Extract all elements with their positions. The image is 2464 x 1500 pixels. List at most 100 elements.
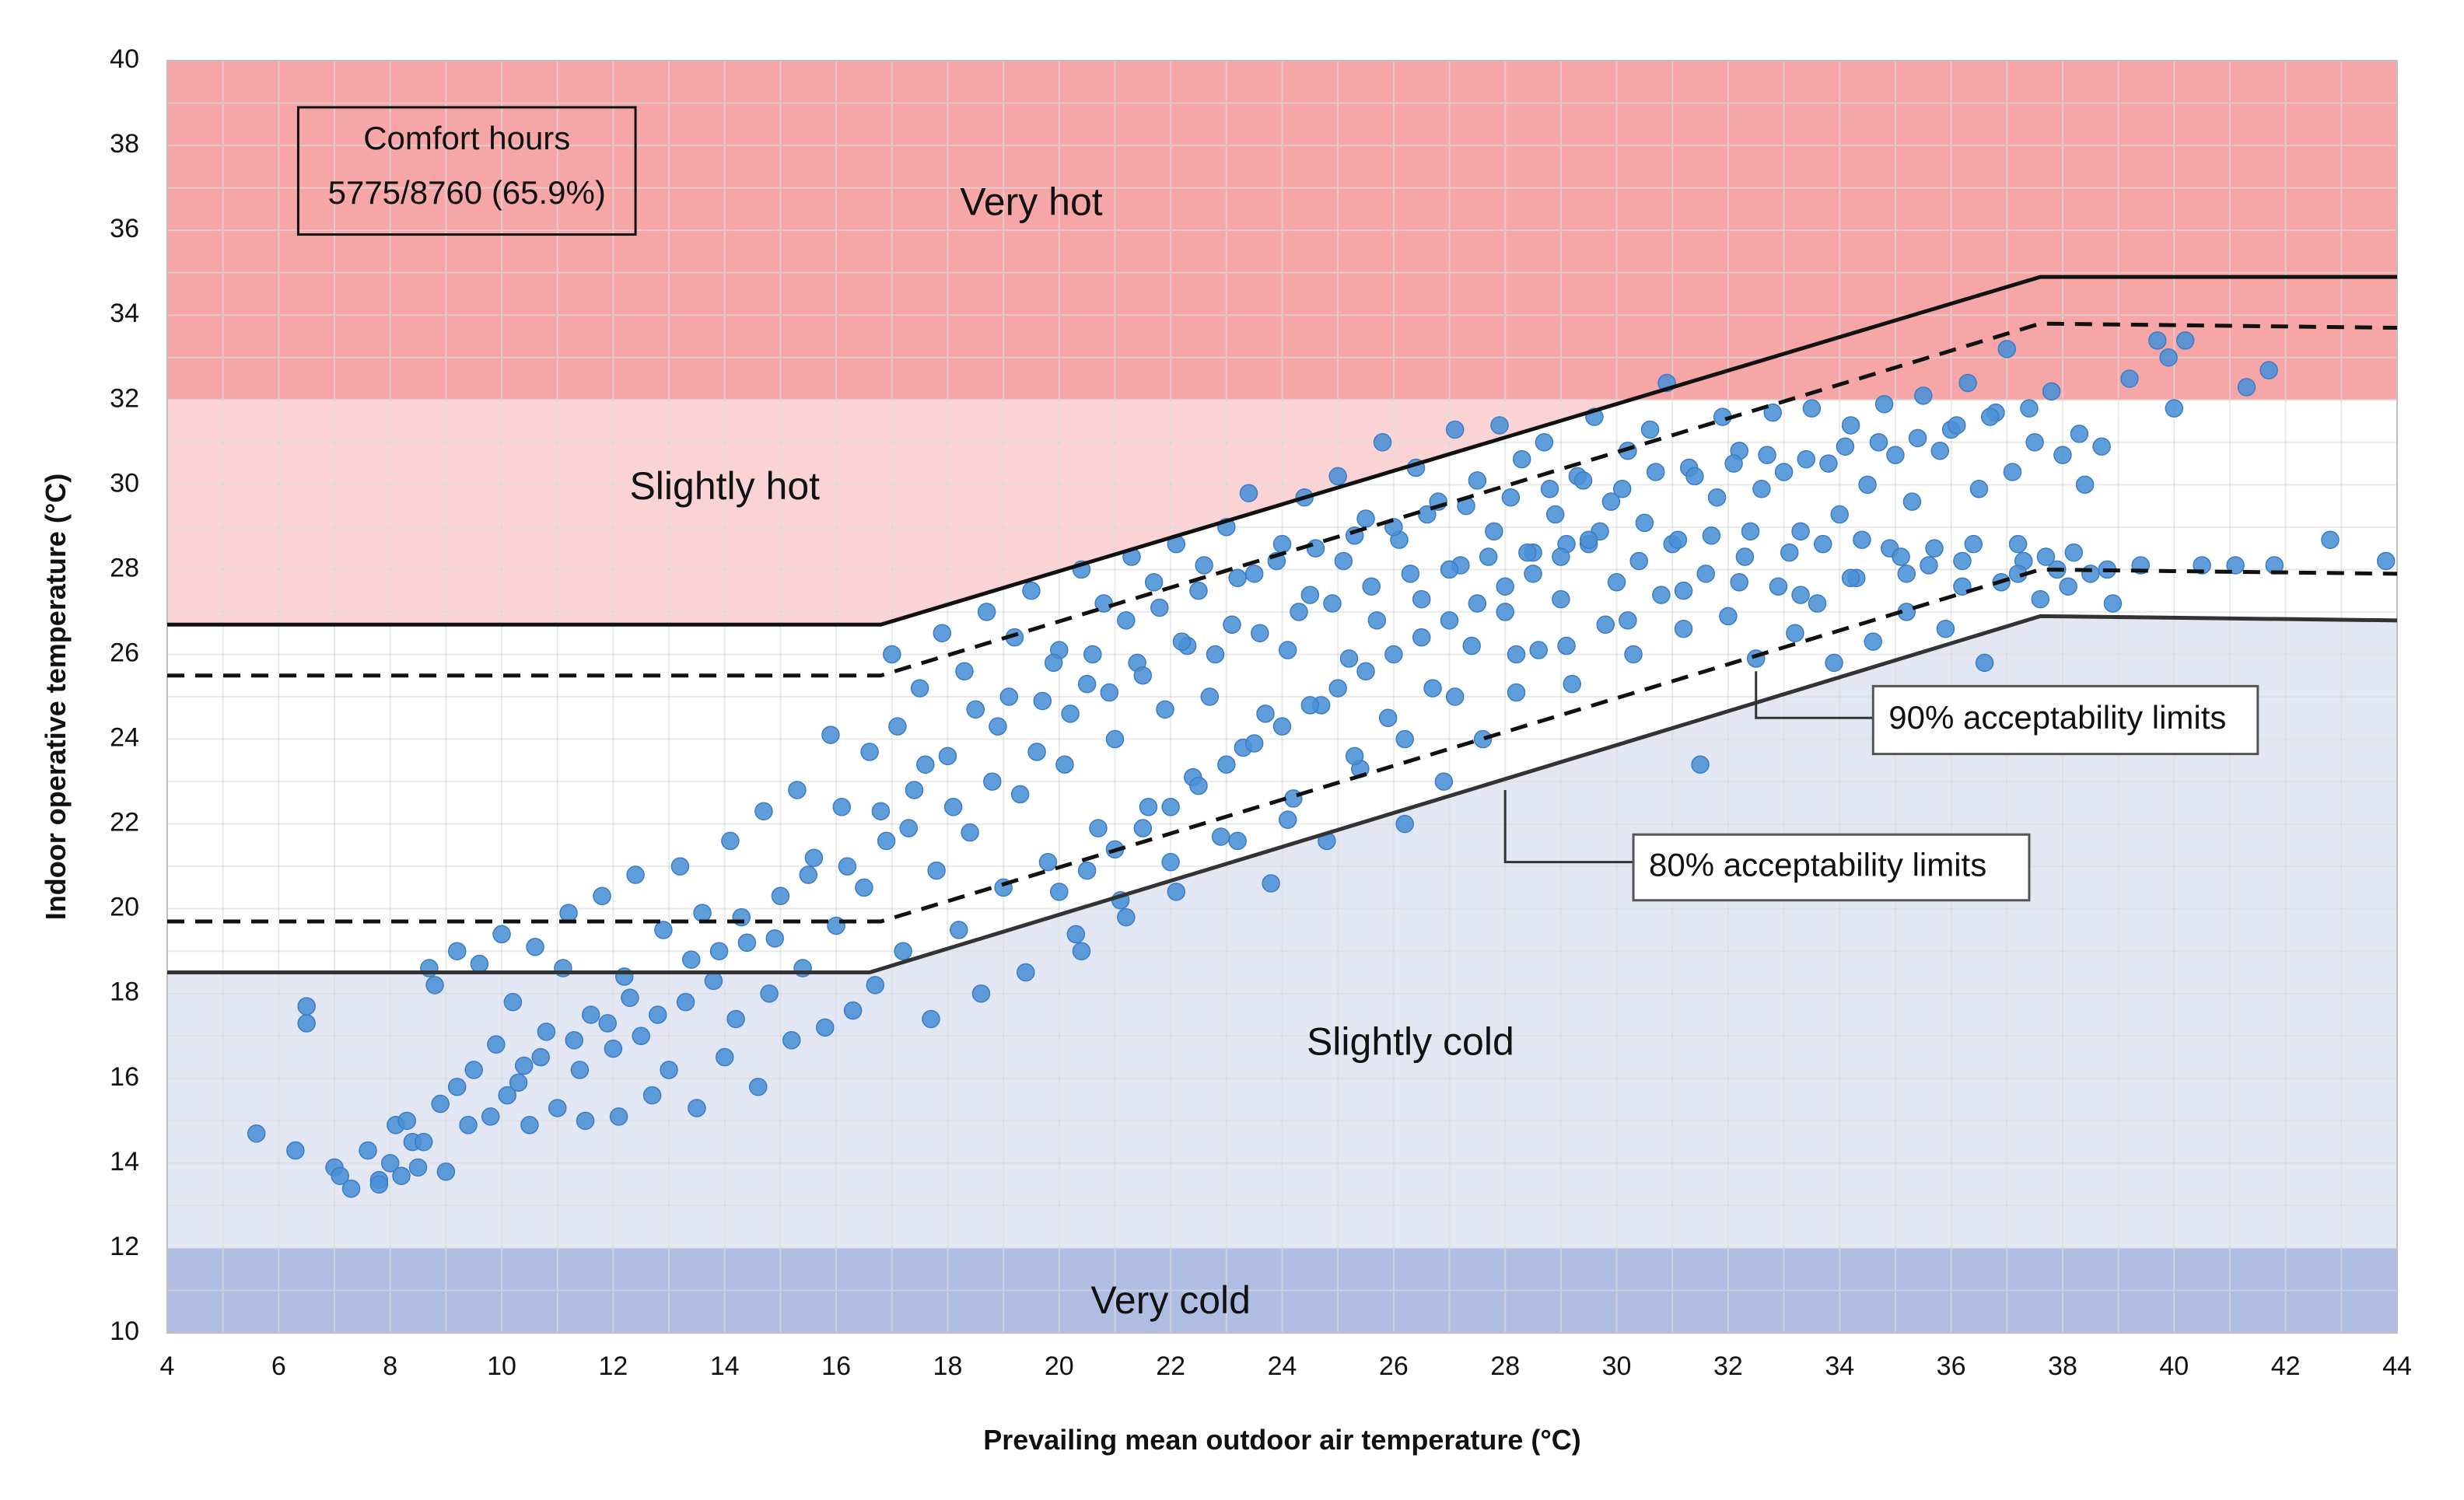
data-point bbox=[1033, 691, 1052, 711]
data-point bbox=[2226, 556, 2245, 575]
data-point bbox=[520, 1116, 539, 1135]
data-point bbox=[1278, 810, 1297, 829]
data-point bbox=[2064, 543, 2084, 562]
data-point bbox=[1886, 446, 1905, 464]
data-point bbox=[1780, 543, 1799, 562]
data-point bbox=[2237, 378, 2256, 397]
data-point bbox=[1256, 705, 1275, 723]
data-point bbox=[1100, 683, 1119, 702]
data-point bbox=[1133, 819, 1153, 837]
x-tick-label: 42 bbox=[2271, 1351, 2301, 1381]
data-point bbox=[883, 645, 901, 664]
data-point bbox=[1646, 463, 1665, 481]
data-point bbox=[1195, 556, 1213, 575]
data-point bbox=[1668, 530, 1688, 549]
data-point bbox=[888, 717, 907, 736]
data-point bbox=[916, 755, 935, 774]
data-point bbox=[2070, 425, 2089, 443]
data-point bbox=[1791, 522, 1810, 541]
data-point bbox=[414, 1132, 433, 1152]
data-point bbox=[2053, 446, 2072, 464]
data-point bbox=[1144, 573, 1164, 592]
data-point bbox=[1535, 433, 1554, 452]
data-point bbox=[1038, 852, 1058, 872]
data-point bbox=[359, 1141, 377, 1160]
data-point bbox=[2036, 547, 2056, 566]
data-point bbox=[1496, 577, 1514, 596]
data-point bbox=[1563, 674, 1581, 694]
data-point bbox=[1540, 480, 1559, 498]
data-points bbox=[247, 331, 2396, 1198]
data-point bbox=[1077, 674, 1097, 694]
x-tick-label: 10 bbox=[487, 1351, 516, 1381]
data-point bbox=[721, 831, 740, 851]
data-point bbox=[1869, 433, 1888, 452]
data-point bbox=[1819, 454, 1838, 473]
x-tick-label: 8 bbox=[383, 1351, 397, 1381]
data-point bbox=[514, 1056, 534, 1075]
data-point bbox=[1858, 475, 1877, 495]
data-point bbox=[2025, 433, 2044, 452]
data-point bbox=[1763, 403, 1782, 422]
data-point bbox=[1640, 420, 1660, 439]
data-point bbox=[1802, 399, 1822, 418]
data-point bbox=[704, 971, 723, 991]
x-tick-label: 30 bbox=[1602, 1351, 1632, 1381]
y-tick-label: 28 bbox=[110, 553, 139, 582]
data-point bbox=[1462, 636, 1481, 656]
data-point bbox=[1161, 798, 1180, 816]
data-point bbox=[1251, 624, 1269, 642]
data-point bbox=[681, 950, 701, 969]
data-point bbox=[877, 831, 896, 851]
data-point bbox=[1507, 683, 1526, 702]
y-tick-label: 22 bbox=[110, 808, 139, 837]
data-point bbox=[1864, 632, 1883, 651]
data-point bbox=[1685, 467, 1704, 486]
data-point bbox=[1089, 819, 1108, 837]
data-point bbox=[1719, 607, 1738, 626]
data-point bbox=[464, 1061, 483, 1079]
data-point bbox=[2031, 589, 2050, 609]
data-point bbox=[1306, 539, 1325, 558]
data-point bbox=[1696, 565, 1715, 583]
data-point bbox=[1964, 534, 1983, 554]
data-point bbox=[2165, 399, 2184, 418]
data-point bbox=[1300, 696, 1320, 715]
data-point bbox=[286, 1141, 305, 1160]
data-point bbox=[1529, 641, 1548, 659]
data-point bbox=[621, 988, 639, 1007]
plot-border bbox=[166, 60, 2398, 1334]
data-point bbox=[1813, 534, 1832, 554]
y-tick-label: 30 bbox=[110, 468, 139, 498]
data-point bbox=[754, 802, 773, 820]
data-point bbox=[1552, 547, 1570, 566]
data-point bbox=[1948, 416, 1966, 435]
data-point bbox=[2148, 331, 2167, 350]
data-point bbox=[816, 1018, 835, 1037]
x-tick-label: 12 bbox=[598, 1351, 628, 1381]
data-point bbox=[799, 865, 818, 884]
x-tick-label: 4 bbox=[160, 1351, 175, 1381]
data-point bbox=[933, 624, 952, 642]
data-point bbox=[1735, 547, 1755, 566]
data-point bbox=[1702, 526, 1721, 545]
data-point bbox=[1473, 729, 1493, 749]
data-point bbox=[565, 1030, 583, 1050]
limit-line-lower_90 bbox=[167, 567, 2398, 924]
data-point bbox=[1328, 467, 1347, 486]
data-point bbox=[341, 1179, 361, 1198]
data-point bbox=[1674, 581, 1693, 600]
y-tick-label: 32 bbox=[110, 383, 139, 413]
data-point bbox=[431, 1094, 450, 1114]
data-point bbox=[1223, 615, 1241, 635]
data-point bbox=[503, 992, 523, 1012]
data-point bbox=[749, 1077, 768, 1096]
axis-ticks: 4 6 8 10 12 14 16 18 20 22 24 26 28 30 32 34 36 38 40 42 44 1… bbox=[110, 44, 2412, 1381]
comfort-hours-box: Comfort hours 5775/8760 (65.9%) bbox=[296, 106, 637, 236]
x-tick-label: 20 bbox=[1045, 1351, 1074, 1381]
data-point bbox=[709, 942, 729, 960]
data-point bbox=[593, 886, 611, 906]
data-point bbox=[1239, 484, 1258, 502]
